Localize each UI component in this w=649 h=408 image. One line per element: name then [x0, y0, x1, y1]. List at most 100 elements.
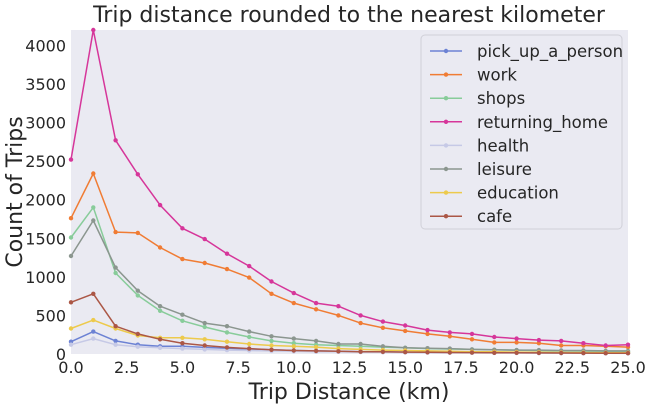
data-point	[224, 266, 230, 272]
data-point	[358, 313, 363, 318]
data-point	[403, 349, 408, 355]
data-point	[135, 344, 140, 349]
data-point	[514, 340, 519, 345]
series-line	[70, 172, 629, 348]
legend-marker	[443, 48, 449, 54]
legend-item: returning_home	[430, 113, 608, 133]
data-point	[269, 291, 274, 296]
data-point	[380, 344, 386, 349]
legend-marker	[443, 166, 449, 172]
data-point	[269, 279, 274, 284]
y-tick-label: 1500	[25, 229, 66, 248]
series-line	[70, 293, 628, 354]
data-point	[469, 331, 475, 337]
data-point	[68, 235, 74, 240]
data-point	[91, 336, 96, 341]
legend-label: education	[477, 184, 559, 203]
data-point	[180, 226, 185, 231]
data-point	[291, 341, 296, 346]
data-point	[202, 347, 207, 352]
x-tick-label: 0.0	[58, 358, 83, 377]
data-point	[91, 27, 96, 33]
data-point	[157, 345, 163, 350]
data-point	[91, 205, 96, 210]
legend-marker	[443, 143, 449, 148]
legend-item: shops	[430, 89, 525, 108]
data-point	[291, 300, 296, 306]
data-point	[336, 341, 341, 347]
data-point	[269, 334, 274, 339]
y-tick-label: 0	[56, 345, 66, 364]
data-point	[581, 341, 586, 346]
data-point	[91, 317, 96, 323]
data-point	[180, 346, 185, 351]
legend-marker	[443, 96, 449, 101]
data-point	[91, 171, 96, 176]
legend-label: health	[477, 136, 529, 155]
data-point	[625, 351, 631, 356]
data-point	[559, 350, 564, 356]
x-tick-label: 7.5	[225, 358, 250, 377]
data-point	[336, 349, 341, 354]
data-point	[581, 350, 586, 356]
series-layer	[68, 27, 631, 356]
data-point	[113, 342, 118, 347]
data-point	[247, 263, 252, 269]
data-point	[202, 236, 207, 242]
data-point	[313, 300, 319, 306]
data-point	[247, 346, 252, 351]
series-line	[70, 219, 628, 352]
legend-label: returning_home	[477, 113, 608, 133]
y-tick-label: 500	[35, 306, 66, 325]
data-point	[68, 253, 74, 259]
data-point	[68, 326, 74, 331]
data-point	[536, 350, 542, 356]
data-point	[625, 342, 631, 347]
chart-title: Trip distance rounded to the nearest kil…	[92, 3, 606, 28]
x-tick-label: 5.0	[170, 358, 195, 377]
data-point	[336, 313, 341, 318]
data-point	[358, 341, 363, 347]
y-tick-label: 3000	[25, 114, 66, 133]
data-point	[291, 348, 296, 353]
data-point	[180, 312, 185, 317]
data-point	[469, 337, 475, 342]
data-point	[157, 304, 163, 309]
data-point	[247, 329, 252, 334]
data-point	[135, 230, 140, 236]
data-point	[269, 343, 274, 348]
data-point	[113, 138, 118, 143]
y-axis-label: Count of Trips	[3, 116, 28, 267]
data-point	[202, 320, 207, 326]
data-point	[224, 345, 230, 350]
data-point	[135, 293, 140, 298]
data-point	[113, 265, 118, 270]
data-point	[336, 304, 341, 309]
data-point	[313, 348, 319, 354]
y-axis-ticks: 0 500 1000 1500 2000 2500 3000 3500 4000	[25, 36, 66, 364]
legend-label: leisure	[477, 160, 532, 179]
data-point	[113, 338, 118, 344]
data-point	[224, 324, 230, 329]
y-tick-label: 1000	[25, 268, 66, 287]
data-point	[469, 350, 475, 355]
data-point	[313, 307, 319, 312]
data-point	[380, 325, 386, 330]
data-point	[492, 340, 497, 345]
data-point	[380, 349, 386, 354]
data-point	[358, 320, 363, 326]
x-tick-label: 22.5	[554, 358, 590, 377]
data-point	[202, 324, 207, 330]
data-point	[180, 341, 185, 346]
y-tick-label: 3500	[25, 75, 66, 94]
legend-marker	[443, 72, 449, 77]
y-tick-label: 2000	[25, 191, 66, 210]
x-axis-ticks: 0.0 2.5 5.0 7.5 10.0 12.5 15.0 17.5 20.0 22.5 25.0	[58, 358, 646, 377]
legend-marker	[443, 214, 449, 219]
data-point	[313, 344, 319, 350]
data-point	[447, 330, 452, 335]
data-point	[536, 341, 542, 346]
data-point	[425, 327, 430, 333]
data-point	[224, 330, 230, 335]
